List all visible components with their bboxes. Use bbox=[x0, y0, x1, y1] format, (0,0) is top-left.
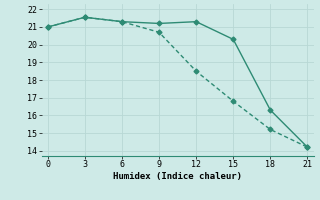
X-axis label: Humidex (Indice chaleur): Humidex (Indice chaleur) bbox=[113, 172, 242, 181]
